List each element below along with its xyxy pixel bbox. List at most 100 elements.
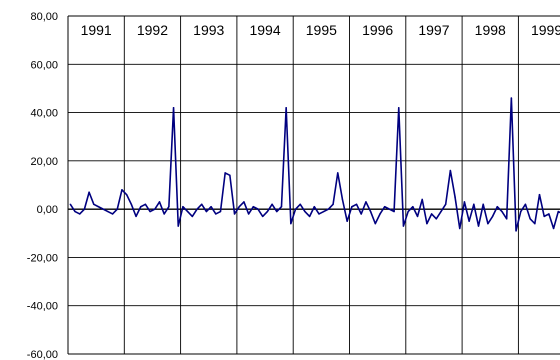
data-point [257,208,259,210]
year-label-1995: 1995 [306,22,337,38]
y-tick-label: 60,00 [30,59,58,71]
data-point [290,222,292,225]
data-point [477,225,480,227]
data-point [534,222,536,225]
data-point [168,206,170,208]
series-points-0 [69,97,559,232]
data-point [215,213,217,215]
data-point [247,213,250,215]
data-point [355,203,358,206]
data-point [233,213,236,215]
data-point [219,210,222,213]
data-point [341,198,344,201]
data-point [346,220,348,222]
data-point [294,208,297,210]
year-label-1994: 1994 [249,22,280,38]
data-point [487,222,489,225]
data-point [548,213,550,215]
data-point [144,203,147,206]
data-point [186,210,189,213]
series-layer [69,97,560,232]
data-point [149,210,151,213]
data-point [299,203,301,206]
year-label-1998: 1998 [475,22,506,38]
y-tick-label: 0,00 [37,204,58,216]
year-label-1991: 1991 [81,22,112,38]
data-point [552,227,555,230]
data-point [266,210,269,213]
data-point [402,225,405,227]
data-point [102,208,104,210]
data-point [125,193,128,196]
data-point [313,206,316,208]
data-point [271,203,273,206]
data-point [407,210,409,213]
data-point [473,203,475,206]
data-point [205,210,208,213]
data-point [412,206,414,208]
data-point [426,222,428,225]
data-point [158,201,161,203]
series-line-0 [69,97,560,232]
y-axis-tick-labels: 80,00 60,00 40,00 20,00 0,00 -20,00 -40,00 -60,… [27,11,58,360]
data-point [351,206,353,208]
data-point [262,215,264,218]
data-point [524,203,527,206]
data-point [543,215,545,218]
data-point [365,201,367,203]
data-point [177,225,179,227]
data-point [369,210,372,213]
data-point [440,210,442,213]
data-point [557,210,559,213]
year-label-1997: 1997 [418,22,449,38]
data-point [398,107,400,109]
data-point [74,210,76,213]
data-point [243,201,245,203]
data-point [421,198,423,201]
data-point [308,215,311,218]
data-point [454,196,456,198]
data-point [111,213,114,215]
data-point [88,191,90,193]
data-point [374,222,377,225]
data-point [463,201,466,203]
year-label-1993: 1993 [193,22,224,38]
y-tick-label: 40,00 [30,108,58,120]
data-point [444,203,447,206]
data-point [276,210,278,213]
data-point [224,172,226,174]
data-point [383,206,386,208]
data-point [238,206,240,208]
data-point [154,208,156,210]
data-point [379,213,381,215]
data-point [210,206,212,208]
data-point [393,210,395,213]
data-point [201,203,203,206]
data-point [285,107,287,109]
data-point [182,206,184,208]
data-point [468,220,470,222]
data-point [69,203,72,206]
y-tick-label: -60,00 [27,349,58,360]
data-point [505,218,508,220]
data-point [304,210,306,213]
data-point [130,203,133,206]
y-tick-label: -20,00 [27,252,58,264]
data-point [318,213,320,215]
year-label-1999: 1999 [531,22,560,38]
data-point [196,208,198,210]
data-point [116,208,118,210]
data-point [252,206,255,208]
data-point [416,215,419,218]
data-point [140,206,142,208]
data-point [360,213,362,215]
year-labels: 1991 1992 1993 1994 1995 1996 1997 1998 1999 [81,22,560,38]
data-point [332,203,334,206]
data-point [107,210,109,213]
data-point [538,193,541,196]
y-tick-label: 20,00 [30,156,58,168]
data-point [280,206,283,208]
data-point [510,97,513,99]
data-point [121,189,123,191]
